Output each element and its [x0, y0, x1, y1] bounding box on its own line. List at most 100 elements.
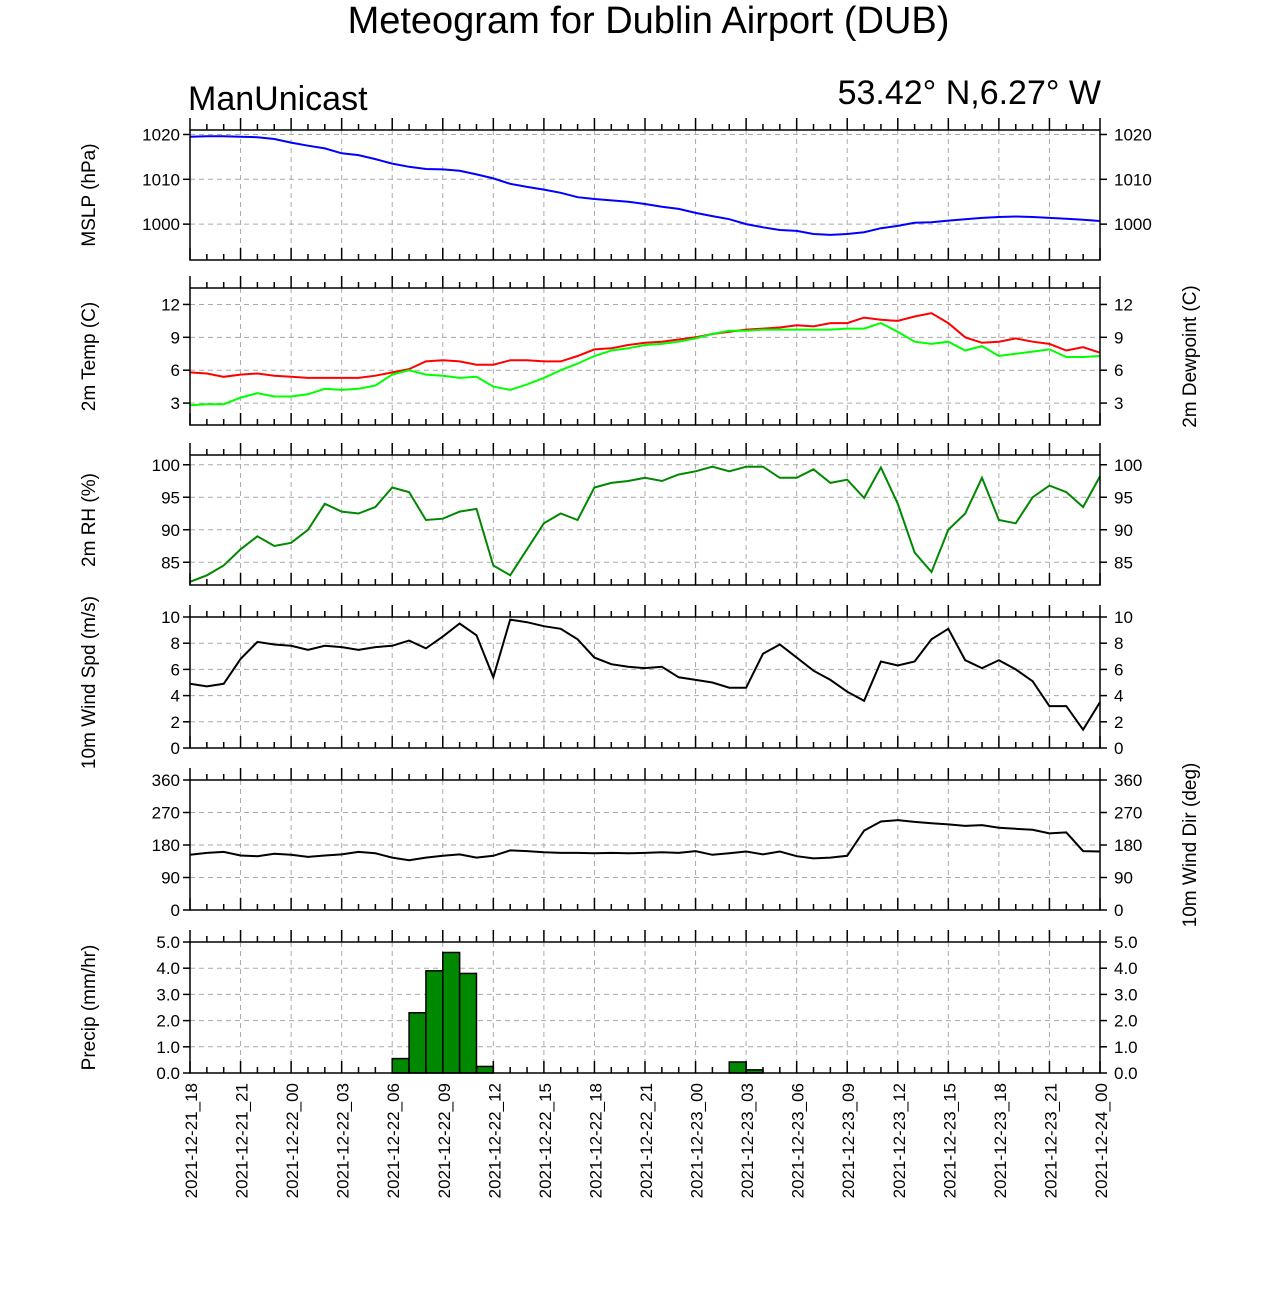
y-tick-label-left: 2.0 [156, 1012, 180, 1031]
x-tick-label: 2021-12-23_03 [738, 1083, 757, 1198]
panel-5: 0 0 90 90 180 180 270 270 360 360 10m Wind Dir (de… [152, 763, 1201, 928]
y-tick-label-right: 1010 [1114, 170, 1152, 189]
series-line-mslp [189, 135, 1101, 236]
x-tick-label: 2021-12-23_12 [890, 1083, 909, 1198]
series-line-dewpoint [189, 322, 1101, 407]
y-tick-label-right: 270 [1114, 804, 1142, 823]
y-tick-label-right: 6 [1114, 660, 1123, 679]
y-tick-label-left: 180 [152, 836, 180, 855]
y-tick-label-left: 90 [161, 869, 180, 888]
x-tick-label: 2021-12-22_15 [536, 1083, 555, 1198]
y-tick-label-left: 360 [152, 771, 180, 790]
series-line-rh [189, 465, 1101, 583]
y-axis-label-left: 2m Temp (C) [79, 302, 100, 411]
panel-6: 0.0 0.0 1.0 1.0 2.0 2.0 3.0 3.0 4.0 4.0 5.0 5.0 Prec… [79, 930, 1138, 1083]
precip-bar [425, 970, 444, 1074]
precip-bar [442, 951, 461, 1074]
y-tick-label-left: 8 [171, 634, 180, 653]
y-tick-label-right: 90 [1114, 869, 1133, 888]
y-tick-label-left: 3 [171, 394, 180, 413]
panel-4: 0 0 2 2 4 4 6 6 8 8 10 10 10m Wind Spd (m/s) [79, 596, 1133, 769]
y-tick-label-right: 90 [1114, 521, 1133, 540]
precip-bar [391, 1057, 410, 1074]
y-axis-label-right: 10m Wind Dir (deg) [1180, 763, 1201, 928]
x-tick-label: 2021-12-23_06 [789, 1083, 808, 1198]
y-tick-label-left: 0 [171, 901, 180, 920]
y-tick-label-right: 4.0 [1114, 959, 1138, 978]
y-tick-label-left: 270 [152, 804, 180, 823]
series-line-wind-speed [189, 618, 1101, 732]
y-tick-label-right: 100 [1114, 456, 1142, 475]
x-tick-label: 2021-12-23_21 [1041, 1083, 1060, 1198]
y-tick-label-left: 12 [161, 295, 180, 314]
y-tick-label-right: 3 [1114, 394, 1123, 413]
y-axis-label-right: 2m Dewpoint (C) [1180, 285, 1201, 428]
y-tick-label-right: 10 [1114, 608, 1133, 627]
y-tick-label-right: 2 [1114, 713, 1123, 732]
x-tick-label: 2021-12-22_06 [384, 1083, 403, 1198]
y-tick-label-right: 360 [1114, 771, 1142, 790]
y-tick-label-left: 4.0 [156, 959, 180, 978]
precip-bar [408, 1011, 427, 1074]
y-tick-label-right: 0.0 [1114, 1064, 1138, 1083]
chart-title: Meteogram for Dublin Airport (DUB) [347, 0, 950, 42]
y-tick-label-right: 1.0 [1114, 1038, 1138, 1057]
y-tick-label-right: 12 [1114, 295, 1133, 314]
y-tick-label-left: 2 [171, 713, 180, 732]
y-tick-label-left: 90 [161, 521, 180, 540]
y-tick-label-left: 95 [161, 488, 180, 507]
x-tick-label: 2021-12-23_09 [839, 1083, 858, 1198]
panel-2: 3 3 6 6 9 9 12 12 2m Temp (C) 2m Dewpoint (C) [79, 276, 1201, 428]
y-tick-label-right: 8 [1114, 634, 1123, 653]
y-tick-label-left: 1.0 [156, 1038, 180, 1057]
x-tick-label: 2021-12-23_15 [940, 1083, 959, 1198]
y-tick-label-left: 1010 [142, 170, 180, 189]
y-tick-label-left: 0.0 [156, 1064, 180, 1083]
y-tick-label-left: 6 [171, 361, 180, 380]
x-tick-label: 2021-12-22_00 [283, 1083, 302, 1198]
precip-bar [458, 972, 478, 1074]
y-axis-label-left: 10m Wind Spd (m/s) [79, 596, 100, 769]
y-tick-label-left: 4 [171, 687, 180, 706]
panel-3: 85 85 90 90 95 95 100 100 2m RH (%) [79, 443, 1142, 586]
series-line-temperature [189, 312, 1101, 379]
y-tick-label-left: 1000 [142, 215, 180, 234]
y-tick-label-left: 5.0 [156, 933, 180, 952]
y-tick-label-right: 1000 [1114, 215, 1152, 234]
precip-bar [728, 1061, 747, 1074]
y-tick-label-left: 85 [161, 553, 180, 572]
y-tick-label-right: 95 [1114, 488, 1133, 507]
y-tick-label-right: 3.0 [1114, 985, 1138, 1004]
x-tick-label: 2021-12-22_03 [334, 1083, 353, 1198]
y-tick-label-left: 6 [171, 660, 180, 679]
x-tick-label: 2021-12-23_00 [688, 1083, 707, 1198]
x-tick-label: 2021-12-22_12 [485, 1083, 504, 1198]
y-tick-label-right: 1020 [1114, 125, 1152, 144]
y-tick-label-right: 180 [1114, 836, 1142, 855]
x-tick-label: 2021-12-21_21 [233, 1083, 252, 1198]
y-tick-label-right: 2.0 [1114, 1012, 1138, 1031]
y-tick-label-left: 10 [161, 608, 180, 627]
y-tick-label-left: 1020 [142, 125, 180, 144]
y-tick-label-right: 0 [1114, 739, 1123, 758]
x-tick-label: 2021-12-22_18 [586, 1083, 605, 1198]
y-tick-label-right: 4 [1114, 687, 1123, 706]
x-tick-label: 2021-12-22_09 [435, 1083, 454, 1198]
y-tick-label-right: 0 [1114, 901, 1123, 920]
y-tick-label-left: 100 [152, 456, 180, 475]
y-axis-label-left: 2m RH (%) [79, 473, 100, 567]
location-label: 53.42° N,6.27° W [837, 74, 1101, 112]
y-tick-label-right: 85 [1114, 553, 1133, 572]
x-tick-label: 2021-12-21_18 [182, 1083, 201, 1198]
precip-bar [475, 1065, 495, 1074]
panel-1: 1000 1000 1010 1010 1020 1020 MSLP (hPa) [79, 118, 1152, 261]
y-axis-label-left: Precip (mm/hr) [79, 945, 100, 1071]
y-tick-label-right: 5.0 [1114, 933, 1138, 952]
y-tick-label-left: 3.0 [156, 985, 180, 1004]
model-label: ManUnicast [188, 80, 368, 118]
y-tick-label-left: 0 [171, 739, 180, 758]
y-tick-label-left: 9 [171, 328, 180, 347]
series-line-wind-direction [189, 819, 1101, 862]
x-tick-label: 2021-12-24_00 [1092, 1083, 1111, 1198]
